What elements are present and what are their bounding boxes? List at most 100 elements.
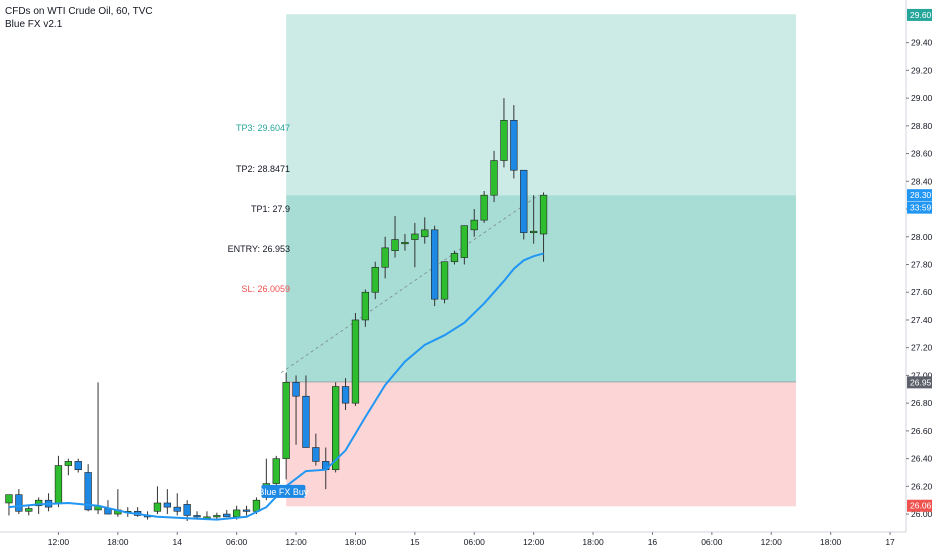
trade-level-labels: TP3: 29.6047 TP2: 28.8471 TP1: 27.9 ENTRY: …: [228, 123, 290, 294]
candle-body: [411, 233, 419, 240]
price-tick-label: 29.00: [911, 93, 932, 103]
chart-symbol-title: CFDs on WTI Crude Oil, 60, TVC: [5, 6, 153, 17]
candle-body: [539, 194, 548, 235]
candle-body: [223, 513, 231, 518]
buy-signal-label: Blue FX Buy: [258, 487, 309, 497]
sl-price-tag: 26.06: [910, 501, 932, 511]
candle-body: [272, 458, 280, 484]
candle-body: [500, 120, 508, 161]
bar-countdown-tag-bg: [907, 201, 932, 214]
time-tick-label: 12:00: [285, 537, 307, 547]
time-tick-label: 18:00: [820, 537, 842, 547]
candle-body: [25, 508, 33, 512]
candle-body: [213, 515, 221, 518]
candle-body: [233, 509, 241, 518]
candle-body: [282, 382, 290, 459]
price-tick-label: 28.40: [911, 176, 932, 186]
bar-countdown-tag: 33:59: [910, 203, 932, 213]
price-tick-label: 27.60: [911, 287, 932, 297]
candle-body: [74, 461, 82, 470]
price-tick-label: 28.60: [911, 149, 932, 159]
time-tick-label: 06:00: [226, 537, 248, 547]
candle-body: [302, 395, 310, 448]
candle-body: [242, 509, 251, 512]
candle-body: [460, 225, 468, 258]
candle-body: [450, 253, 459, 263]
candle-body: [183, 504, 191, 516]
candle-body: [391, 239, 399, 251]
candle-body: [341, 386, 350, 404]
candle-body: [64, 461, 72, 466]
candle-body: [421, 229, 429, 238]
candle-body: [440, 261, 449, 300]
time-tick-label: 06:00: [701, 537, 723, 547]
price-tick-label: 26.80: [911, 398, 932, 408]
price-tick-label: 26.20: [911, 481, 932, 491]
time-axis[interactable]: 12:00 18:00 14 06:00 12:00 18:00 15 06:00 12:00 1…: [0, 531, 906, 547]
candle-bodies: [5, 120, 548, 519]
time-tick-label: 12:00: [48, 537, 70, 547]
price-tick-label: 27.20: [911, 343, 932, 353]
price-tick-label: 27.40: [911, 315, 932, 325]
candle-body: [430, 229, 439, 300]
current-price-tag-bg: [907, 189, 932, 202]
candle-body: [381, 247, 389, 268]
price-tick-label: 27.80: [911, 260, 932, 270]
candle-body: [331, 386, 340, 470]
time-tick-label: 18:00: [345, 537, 367, 547]
candle-body: [292, 382, 300, 397]
profit-zone-outer: [286, 14, 796, 196]
price-tick-label: 26.00: [911, 509, 932, 519]
sl-price-tag-bg: [907, 499, 932, 512]
candle-body: [34, 499, 43, 507]
tp3-price-tag: 29.60: [910, 10, 932, 20]
candle-body: [520, 169, 528, 233]
time-tick-label: 18:00: [107, 537, 129, 547]
time-tick-label: 18:00: [582, 537, 604, 547]
time-tick-label: 17: [885, 537, 895, 547]
candle-body: [371, 266, 379, 293]
price-tick-label: 28.80: [911, 121, 932, 131]
candle-body: [312, 447, 320, 462]
candle-body: [84, 472, 92, 511]
entry-label: ENTRY: 26.953: [228, 244, 290, 254]
tp2-label: TP2: 28.8471: [236, 164, 290, 174]
candle-body: [510, 120, 518, 171]
candle-body: [252, 499, 261, 512]
time-tick-label: 12:00: [761, 537, 783, 547]
price-tick-label: 26.40: [911, 454, 932, 464]
entry-price-tag-bg: [907, 376, 932, 389]
entry-price-tag: 26.95: [910, 377, 932, 387]
price-tick-label: 29.20: [911, 65, 932, 75]
trade-zones: [280, 14, 796, 507]
signal-label-box: [261, 484, 306, 498]
candle-body: [361, 291, 369, 321]
candle-body: [5, 494, 13, 504]
price-tick-label: 26.60: [911, 426, 932, 436]
price-axis[interactable]: 26.00 26.20 26.40 26.60 26.80 27.00 27.20 27.40…: [905, 0, 932, 532]
time-tick-label: 16: [648, 537, 658, 547]
candle-body: [193, 515, 201, 518]
candle-body: [490, 160, 498, 196]
price-tick-label: 27.00: [911, 370, 932, 380]
price-tick-label: 29.40: [911, 38, 932, 48]
candle-body: [173, 506, 181, 512]
candle-body: [470, 219, 478, 231]
candle-body: [529, 230, 538, 234]
trade-path-line: [280, 194, 539, 373]
tp3-label: TP3: 29.6047: [236, 123, 290, 133]
candle-body: [54, 465, 63, 504]
current-price-tag: 28.30: [910, 190, 932, 200]
candle-body: [153, 502, 162, 512]
candle-body: [15, 494, 23, 512]
tp1-label: TP1: 27.9: [251, 204, 290, 214]
candle-body: [401, 242, 409, 245]
time-tick-label: 12:00: [523, 537, 545, 547]
sl-label: SL: 26.0059: [241, 284, 290, 294]
time-tick-label: 14: [173, 537, 183, 547]
indicator-name[interactable]: Blue FX v2.1: [5, 19, 63, 30]
moving-average-line: [8, 252, 544, 521]
candle-body: [163, 502, 171, 508]
time-tick-label: 15: [410, 537, 420, 547]
